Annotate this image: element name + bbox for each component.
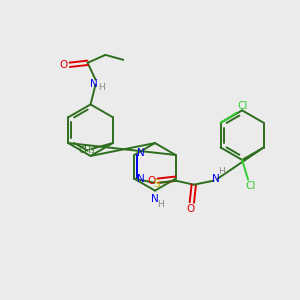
Text: Cl: Cl xyxy=(246,181,256,191)
Text: H: H xyxy=(98,83,105,92)
Text: N: N xyxy=(137,174,145,184)
Text: CH₃: CH₃ xyxy=(79,146,95,154)
Text: O: O xyxy=(148,176,156,186)
Text: O: O xyxy=(60,60,68,70)
Text: N: N xyxy=(212,174,220,184)
Text: N: N xyxy=(90,79,98,88)
Text: H: H xyxy=(218,167,225,176)
Text: Cl: Cl xyxy=(237,101,248,111)
Text: S: S xyxy=(154,179,160,189)
Text: N: N xyxy=(151,194,159,203)
Text: N: N xyxy=(137,148,145,158)
Text: O: O xyxy=(187,204,195,214)
Text: H: H xyxy=(158,200,164,209)
